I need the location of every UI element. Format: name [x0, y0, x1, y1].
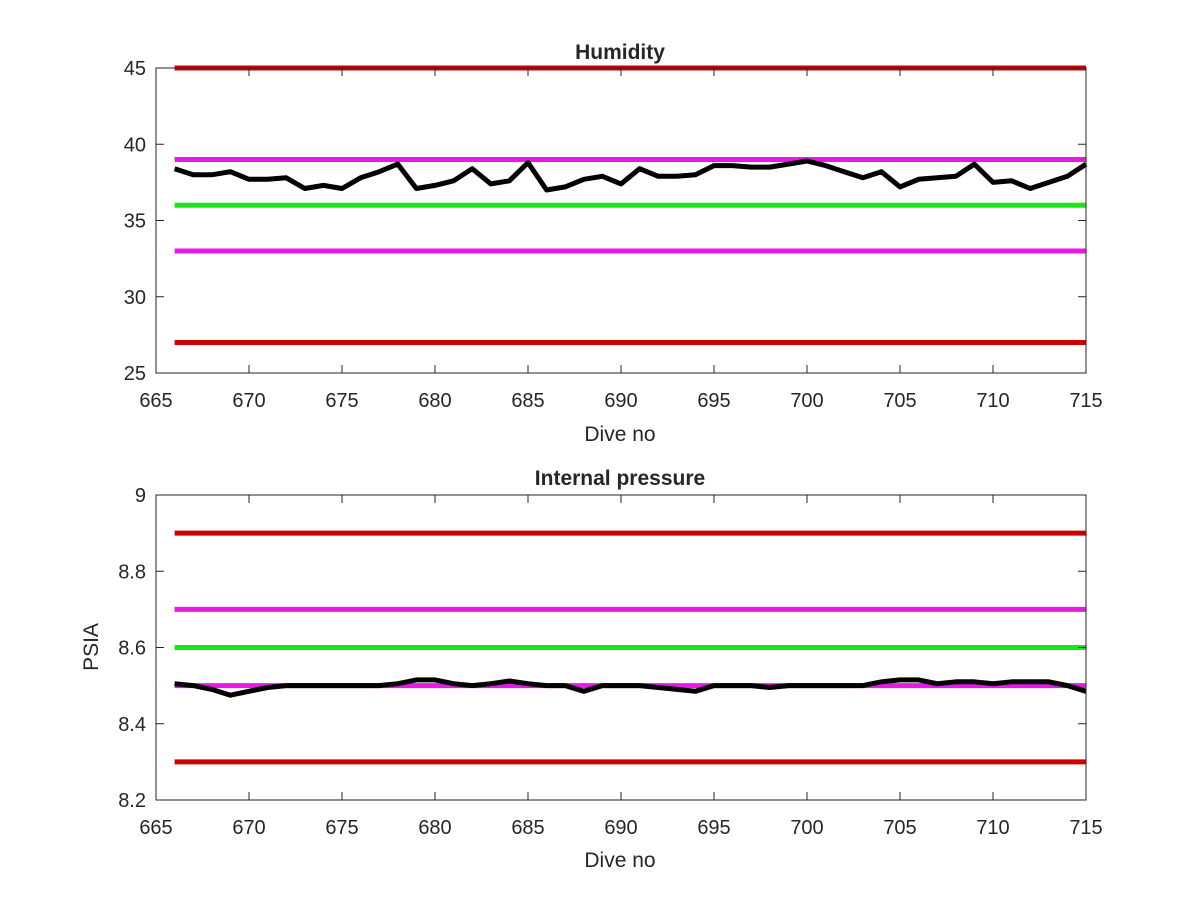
x-tick-label: 665: [139, 817, 172, 839]
y-tick-label: 25: [124, 363, 146, 385]
y-tick-label: 9: [135, 485, 146, 507]
x-axis-label: Dive no: [584, 423, 655, 446]
x-tick-label: 715: [1069, 817, 1102, 839]
y-tick-label: 8.6: [118, 638, 146, 660]
y-tick-label: 45: [124, 58, 146, 80]
x-tick-label: 710: [976, 817, 1009, 839]
x-tick-label: 695: [697, 390, 730, 412]
x-tick-label: 710: [976, 390, 1009, 412]
x-tick-label: 680: [418, 390, 451, 412]
x-tick-label: 700: [790, 390, 823, 412]
y-axis-label: PSIA: [80, 623, 103, 671]
x-tick-label: 685: [511, 817, 544, 839]
x-tick-label: 675: [325, 390, 358, 412]
x-tick-label: 705: [883, 390, 916, 412]
x-tick-label: 685: [511, 390, 544, 412]
y-tick-label: 35: [124, 211, 146, 233]
x-tick-label: 670: [232, 390, 265, 412]
y-tick-label: 8.8: [118, 561, 146, 583]
plot-area: [155, 67, 1087, 374]
x-tick-label: 705: [883, 817, 916, 839]
x-axis-label: Dive no: [584, 849, 655, 872]
x-tick-label: 680: [418, 817, 451, 839]
x-tick-label: 700: [790, 817, 823, 839]
x-tick-label: 665: [139, 390, 172, 412]
x-tick-label: 695: [697, 817, 730, 839]
y-tick-label: 8.4: [118, 714, 146, 736]
data-series-line: [173, 158, 1088, 193]
y-tick-label: 30: [124, 287, 146, 309]
x-tick-label: 670: [232, 817, 265, 839]
y-tick-label: 8.2: [118, 790, 146, 812]
y-tick-label: 40: [124, 134, 146, 156]
internal-pressure-chart: Internal pressure 665 670 675 680 685 690 695 7…: [80, 467, 1103, 872]
data-series-line: [174, 677, 1087, 698]
humidity-chart: Humidity 665 670 675 680 685 690 695 700 705 710 7…: [124, 41, 1103, 446]
chart-title: Internal pressure: [535, 467, 705, 490]
x-tick-label: 715: [1069, 390, 1102, 412]
x-tick-label: 690: [604, 817, 637, 839]
x-tick-label: 675: [325, 817, 358, 839]
x-tick-label: 690: [604, 390, 637, 412]
chart-title: Humidity: [575, 41, 665, 64]
